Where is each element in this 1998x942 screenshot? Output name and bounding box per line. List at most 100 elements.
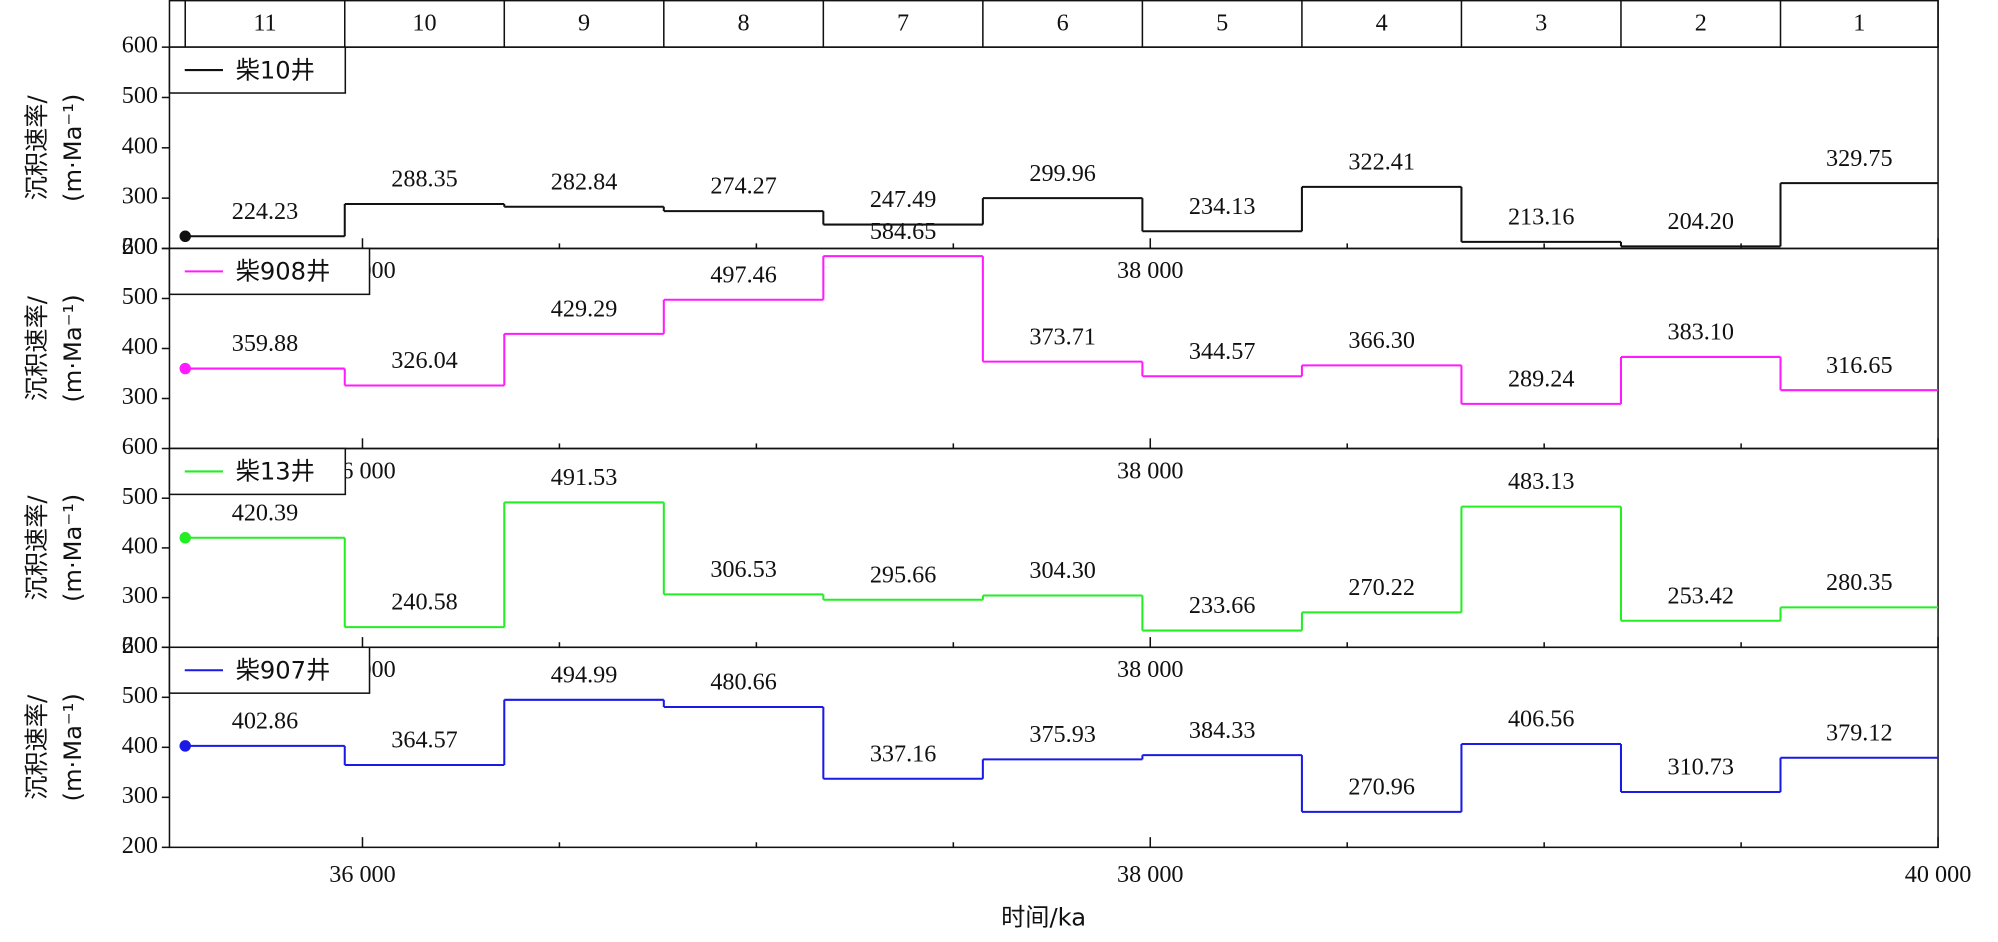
legend: 柴13井 [168, 447, 347, 496]
y-axis-label: (m·Ma⁻¹) [59, 94, 87, 202]
legend-label: 柴907井 [236, 657, 331, 685]
layer-number: 8 [738, 9, 750, 36]
start-marker [179, 740, 191, 752]
legend: 柴907井 [168, 646, 371, 694]
legend-label: 柴908井 [236, 258, 331, 286]
layer-number: 7 [897, 9, 909, 36]
value-label: 322.41 [1348, 148, 1415, 175]
x-tick-label: 38 000 [1117, 861, 1184, 888]
layer-number: 3 [1535, 9, 1547, 36]
value-label: 491.53 [551, 464, 618, 491]
value-label: 326.04 [391, 347, 458, 374]
value-label: 299.96 [1029, 160, 1096, 187]
layer-number: 9 [578, 9, 590, 36]
value-label: 379.12 [1826, 719, 1893, 746]
value-label: 274.27 [710, 173, 777, 200]
value-label: 337.16 [870, 740, 937, 767]
value-label: 344.57 [1189, 338, 1256, 365]
y-tick-label: 500 [122, 682, 158, 709]
value-label: 429.29 [551, 295, 618, 322]
value-label: 364.57 [391, 727, 458, 754]
y-tick-label: 300 [122, 782, 158, 809]
value-label: 288.35 [391, 166, 458, 193]
y-tick-label: 400 [122, 132, 158, 159]
value-label: 213.16 [1508, 203, 1575, 230]
value-label: 270.22 [1348, 574, 1415, 601]
value-label: 406.56 [1508, 706, 1575, 733]
value-label: 270.96 [1348, 773, 1415, 800]
value-label: 224.23 [232, 198, 299, 225]
panel-x-label: 38 000 [1117, 457, 1184, 484]
value-label: 497.46 [710, 261, 777, 288]
y-axis-label: (m·Ma⁻¹) [59, 494, 87, 602]
y-axis-label: 沉积速率/ [23, 295, 51, 401]
layer-number: 10 [412, 9, 436, 36]
value-label: 359.88 [232, 330, 299, 357]
value-label: 289.24 [1508, 365, 1575, 392]
value-label: 204.20 [1667, 208, 1734, 235]
y-axis-label: (m·Ma⁻¹) [59, 693, 87, 801]
value-label: 282.84 [551, 168, 618, 195]
chart-body: 11 10 9 8 7 6 5 4 3 2 1 200 300 400 500 600 沉积速率/ (m·Ma⁻¹… [23, 0, 1971, 932]
x-tick-label: 40 000 [1905, 861, 1972, 888]
value-label: 316.65 [1826, 352, 1893, 379]
value-label: 329.75 [1826, 145, 1893, 172]
y-tick-label: 400 [122, 532, 158, 559]
value-label: 247.49 [870, 186, 937, 213]
value-label: 304.30 [1029, 557, 1096, 584]
layer-number: 4 [1376, 9, 1388, 36]
y-tick-label: 300 [122, 183, 158, 210]
y-tick-label: 600 [122, 233, 158, 260]
y-tick-label: 400 [122, 333, 158, 360]
panel-x-label: 38 000 [1117, 656, 1184, 683]
value-label: 494.99 [551, 661, 618, 688]
y-tick-label: 600 [122, 433, 158, 460]
value-label: 240.58 [391, 589, 458, 616]
y-tick-label: 600 [122, 32, 158, 59]
value-label: 310.73 [1667, 754, 1734, 781]
y-tick-label: 500 [122, 483, 158, 510]
y-axis-label: 沉积速率/ [23, 694, 51, 800]
legend-label: 柴10井 [236, 56, 315, 84]
x-axis-label: 时间/ka [1001, 904, 1086, 932]
y-axis-label: 沉积速率/ [23, 95, 51, 201]
layer-number: 1 [1853, 9, 1865, 36]
start-marker [179, 532, 191, 544]
layer-number: 5 [1216, 9, 1228, 36]
value-label: 233.66 [1189, 592, 1256, 619]
value-label: 383.10 [1667, 319, 1734, 346]
y-tick-label: 300 [122, 383, 158, 410]
value-label: 295.66 [870, 561, 937, 588]
start-marker [179, 230, 191, 243]
layer-number: 6 [1057, 9, 1069, 36]
layer-number: 11 [253, 9, 276, 36]
legend: 柴10井 [168, 46, 347, 94]
y-tick-label: 500 [122, 82, 158, 109]
panel-x-label: 38 000 [1117, 257, 1184, 284]
x-tick-label: 36 000 [329, 861, 396, 888]
value-label: 375.93 [1029, 721, 1096, 748]
panel-frame [168, 447, 1939, 649]
y-tick-label: 300 [122, 582, 158, 609]
y-axis-label: (m·Ma⁻¹) [59, 294, 87, 402]
value-label: 483.13 [1508, 468, 1575, 495]
start-marker [179, 362, 191, 375]
y-tick-label: 400 [122, 732, 158, 759]
legend-label: 柴13井 [236, 458, 315, 486]
value-label: 306.53 [710, 556, 777, 583]
value-label: 234.13 [1189, 193, 1256, 220]
value-label: 584.65 [870, 218, 937, 245]
value-label: 253.42 [1667, 582, 1734, 609]
value-label: 480.66 [710, 669, 777, 696]
value-label: 402.86 [232, 707, 299, 734]
value-label: 366.30 [1348, 327, 1415, 354]
y-tick-label: 500 [122, 283, 158, 310]
y-axis-label: 沉积速率/ [23, 495, 51, 601]
value-label: 373.71 [1029, 323, 1096, 350]
y-tick-label: 600 [122, 632, 158, 659]
y-tick-label: 200 [122, 632, 158, 659]
y-tick-label: 200 [122, 233, 158, 260]
value-label: 420.39 [232, 499, 299, 526]
